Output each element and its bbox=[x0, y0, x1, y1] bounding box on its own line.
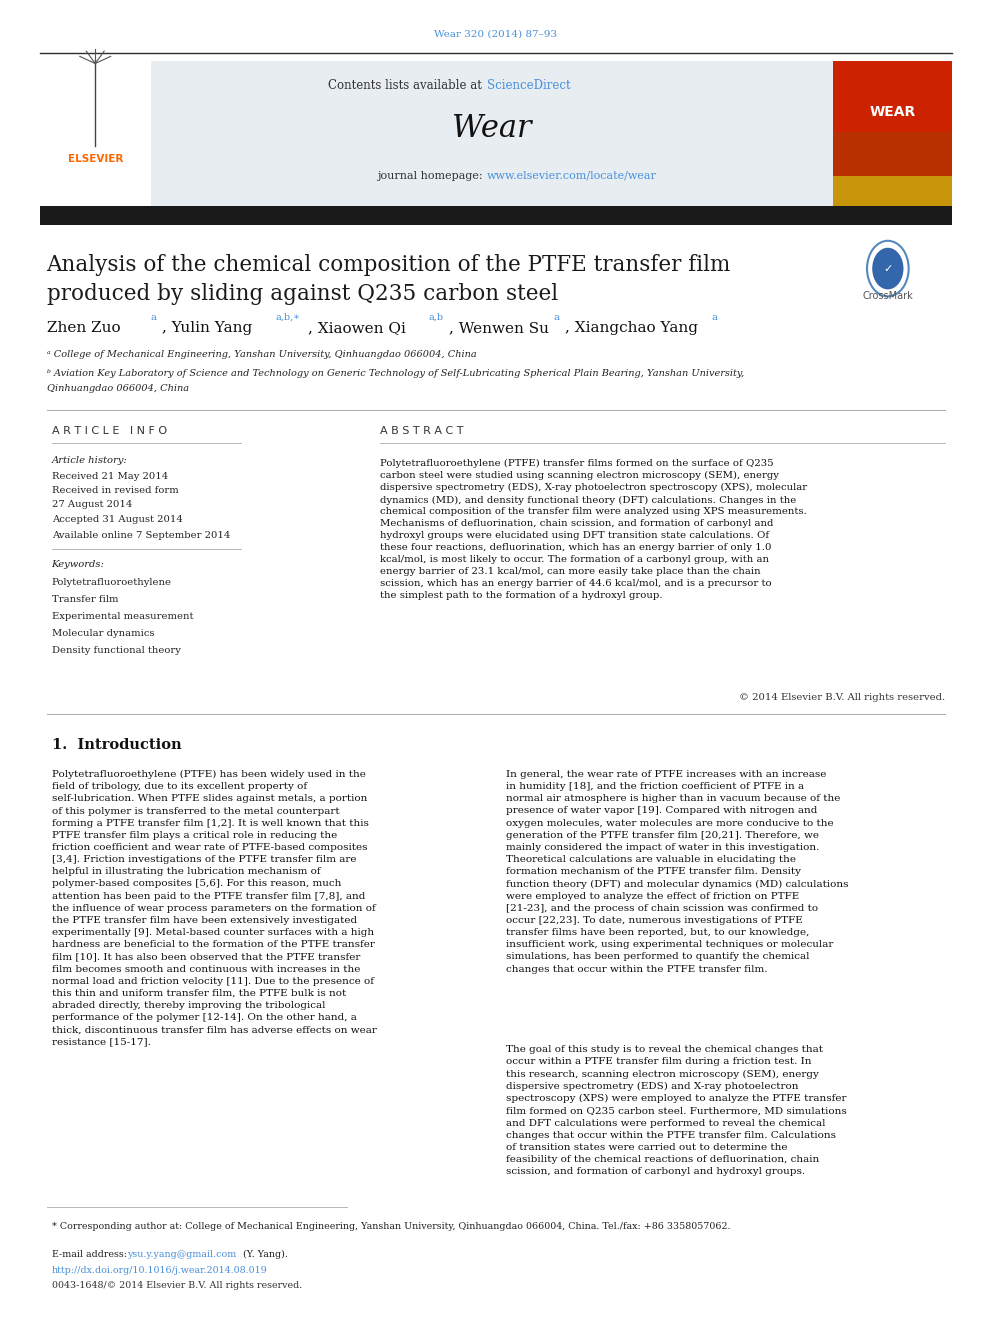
Text: (Y. Yang).: (Y. Yang). bbox=[240, 1250, 288, 1258]
Text: CrossMark: CrossMark bbox=[862, 291, 914, 302]
Text: Contents lists available at: Contents lists available at bbox=[328, 79, 486, 93]
Circle shape bbox=[872, 247, 904, 290]
Text: a: a bbox=[151, 314, 157, 321]
Text: The goal of this study is to reveal the chemical changes that
occur within a PTF: The goal of this study is to reveal the … bbox=[506, 1045, 846, 1176]
Text: ✓: ✓ bbox=[883, 263, 893, 274]
Text: www.elsevier.com/locate/wear: www.elsevier.com/locate/wear bbox=[487, 171, 657, 181]
Text: Polytetrafluoroethylene (PTFE) has been widely used in the
field of tribology, d: Polytetrafluoroethylene (PTFE) has been … bbox=[52, 770, 376, 1046]
Text: * Corresponding author at: College of Mechanical Engineering, Yanshan University: * Corresponding author at: College of Me… bbox=[52, 1222, 730, 1232]
Text: a: a bbox=[554, 314, 559, 321]
Text: Wear 320 (2014) 87–93: Wear 320 (2014) 87–93 bbox=[434, 30, 558, 38]
Text: ysu.y.yang@gmail.com: ysu.y.yang@gmail.com bbox=[127, 1250, 236, 1258]
FancyBboxPatch shape bbox=[151, 61, 833, 209]
Text: Polytetrafluoroethylene: Polytetrafluoroethylene bbox=[52, 578, 172, 586]
FancyBboxPatch shape bbox=[40, 206, 952, 225]
Text: Available online 7 September 2014: Available online 7 September 2014 bbox=[52, 532, 230, 540]
Text: WEAR: WEAR bbox=[870, 106, 916, 119]
Text: ELSEVIER: ELSEVIER bbox=[67, 153, 123, 164]
Text: Zhen Zuo: Zhen Zuo bbox=[47, 321, 120, 335]
Text: Keywords:: Keywords: bbox=[52, 561, 104, 569]
Text: , Xiaowen Qi: , Xiaowen Qi bbox=[308, 321, 406, 335]
Text: 0043-1648/© 2014 Elsevier B.V. All rights reserved.: 0043-1648/© 2014 Elsevier B.V. All right… bbox=[52, 1282, 302, 1290]
Text: ScienceDirect: ScienceDirect bbox=[487, 79, 570, 93]
Text: In general, the wear rate of PTFE increases with an increase
in humidity [18], a: In general, the wear rate of PTFE increa… bbox=[506, 770, 848, 974]
Text: ᵇ Aviation Key Laboratory of Science and Technology on Generic Technology of Sel: ᵇ Aviation Key Laboratory of Science and… bbox=[47, 369, 744, 377]
Text: Received in revised form: Received in revised form bbox=[52, 487, 179, 495]
Text: Polytetrafluoroethylene (PTFE) transfer films formed on the surface of Q235
carb: Polytetrafluoroethylene (PTFE) transfer … bbox=[380, 459, 807, 601]
FancyBboxPatch shape bbox=[833, 61, 952, 209]
FancyBboxPatch shape bbox=[40, 61, 151, 209]
Text: a,b,∗: a,b,∗ bbox=[276, 314, 301, 321]
Text: , Yulin Yang: , Yulin Yang bbox=[162, 321, 252, 335]
Text: Article history:: Article history: bbox=[52, 456, 127, 464]
Text: E-mail address:: E-mail address: bbox=[52, 1250, 130, 1258]
Text: http://dx.doi.org/10.1016/j.wear.2014.08.019: http://dx.doi.org/10.1016/j.wear.2014.08… bbox=[52, 1266, 267, 1274]
Text: , Xiangchao Yang: , Xiangchao Yang bbox=[565, 321, 698, 335]
Text: A B S T R A C T: A B S T R A C T bbox=[380, 426, 463, 437]
Text: 1.  Introduction: 1. Introduction bbox=[52, 738, 182, 751]
Text: , Wenwen Su: , Wenwen Su bbox=[449, 321, 550, 335]
Text: Transfer film: Transfer film bbox=[52, 595, 118, 603]
Text: Received 21 May 2014: Received 21 May 2014 bbox=[52, 472, 168, 480]
Text: Molecular dynamics: Molecular dynamics bbox=[52, 630, 154, 638]
Text: a,b: a,b bbox=[429, 314, 443, 321]
Text: Density functional theory: Density functional theory bbox=[52, 647, 181, 655]
Text: Wear: Wear bbox=[452, 112, 532, 144]
Text: Accepted 31 August 2014: Accepted 31 August 2014 bbox=[52, 516, 183, 524]
Text: 27 August 2014: 27 August 2014 bbox=[52, 500, 132, 508]
Text: Analysis of the chemical composition of the PTFE transfer film: Analysis of the chemical composition of … bbox=[47, 254, 731, 275]
Text: A R T I C L E   I N F O: A R T I C L E I N F O bbox=[52, 426, 167, 437]
Text: ᵃ College of Mechanical Engineering, Yanshan University, Qinhuangdao 066004, Chi: ᵃ College of Mechanical Engineering, Yan… bbox=[47, 351, 476, 359]
Text: journal homepage:: journal homepage: bbox=[377, 171, 486, 181]
Text: Qinhuangdao 066004, China: Qinhuangdao 066004, China bbox=[47, 385, 188, 393]
Text: produced by sliding against Q235 carbon steel: produced by sliding against Q235 carbon … bbox=[47, 283, 558, 304]
FancyBboxPatch shape bbox=[833, 61, 952, 132]
Text: © 2014 Elsevier B.V. All rights reserved.: © 2014 Elsevier B.V. All rights reserved… bbox=[739, 693, 945, 701]
Text: Experimental measurement: Experimental measurement bbox=[52, 613, 193, 620]
FancyBboxPatch shape bbox=[833, 176, 952, 209]
Text: a: a bbox=[711, 314, 717, 321]
